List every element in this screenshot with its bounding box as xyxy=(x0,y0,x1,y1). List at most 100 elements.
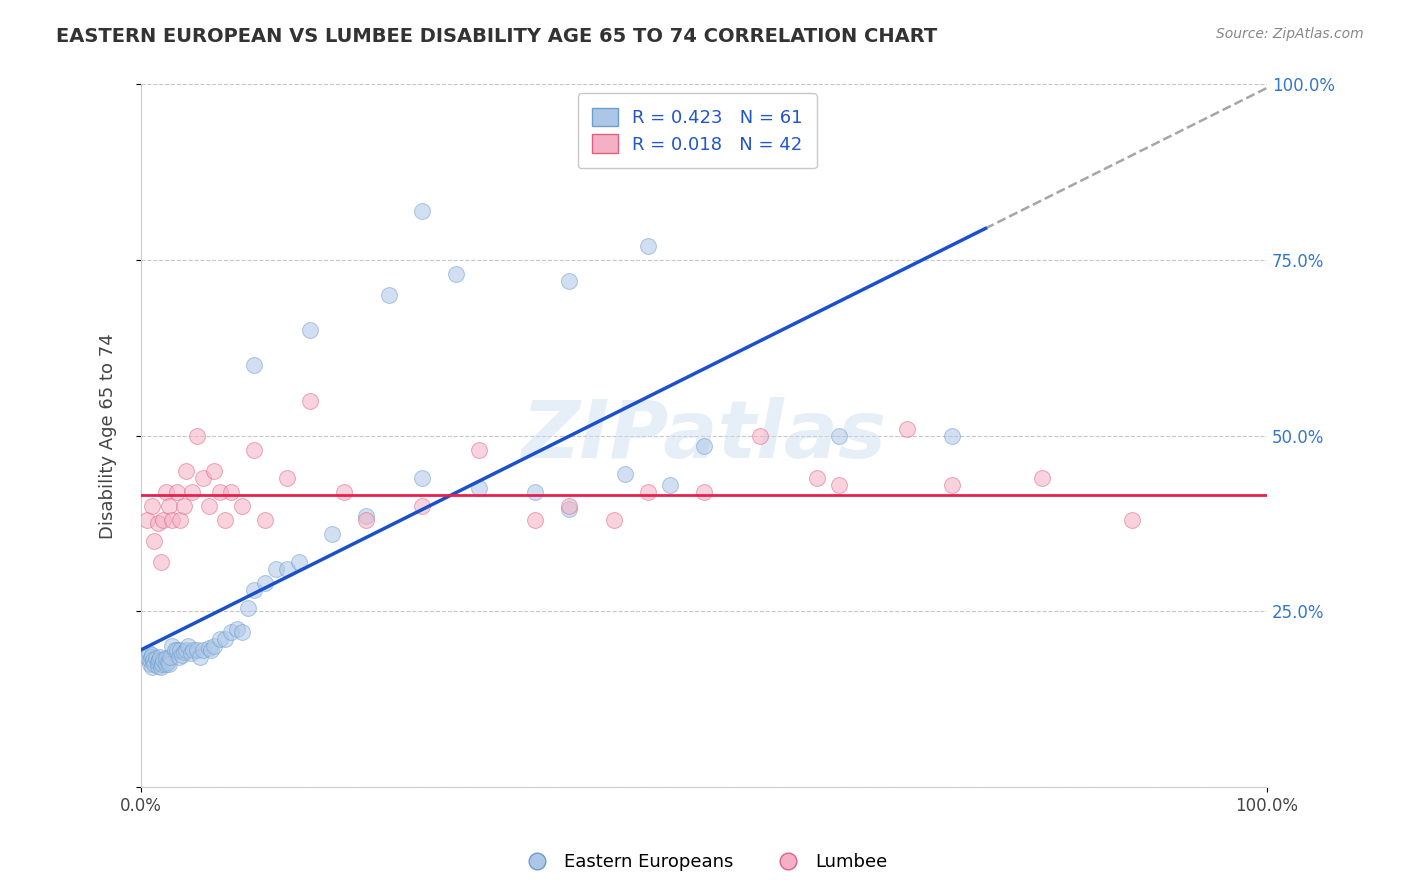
Point xyxy=(828,428,851,442)
Point xyxy=(173,645,195,659)
Point xyxy=(242,359,264,373)
Point xyxy=(155,657,177,671)
Point xyxy=(264,562,287,576)
Point xyxy=(156,655,179,669)
Point xyxy=(214,632,236,647)
Point xyxy=(411,203,433,218)
Point xyxy=(167,649,190,664)
Point xyxy=(219,625,242,640)
Point xyxy=(143,657,166,671)
Point xyxy=(174,464,197,478)
Text: Source: ZipAtlas.com: Source: ZipAtlas.com xyxy=(1216,27,1364,41)
Point xyxy=(139,649,162,664)
Point xyxy=(159,649,181,664)
Point xyxy=(142,653,165,667)
Point xyxy=(145,651,167,665)
Point xyxy=(298,323,321,337)
Point xyxy=(162,513,184,527)
Legend: Eastern Europeans, Lumbee: Eastern Europeans, Lumbee xyxy=(512,847,894,879)
Point xyxy=(332,484,354,499)
Point xyxy=(321,527,343,541)
Point xyxy=(170,648,193,662)
Point xyxy=(139,653,162,667)
Point xyxy=(603,513,626,527)
Point xyxy=(141,648,163,662)
Point xyxy=(148,653,170,667)
Point xyxy=(468,442,491,457)
Point xyxy=(173,499,195,513)
Point xyxy=(135,513,157,527)
Point xyxy=(242,442,264,457)
Point xyxy=(298,393,321,408)
Point xyxy=(155,651,177,665)
Point xyxy=(162,640,184,654)
Legend: R = 0.423   N = 61, R = 0.018   N = 42: R = 0.423 N = 61, R = 0.018 N = 42 xyxy=(578,94,817,169)
Point xyxy=(558,274,581,288)
Point xyxy=(1121,513,1143,527)
Point xyxy=(276,562,298,576)
Point xyxy=(200,643,222,657)
Point xyxy=(138,646,160,660)
Point xyxy=(354,513,377,527)
Point xyxy=(208,484,231,499)
Point xyxy=(166,484,188,499)
Point xyxy=(163,643,186,657)
Point xyxy=(208,632,231,647)
Point xyxy=(157,499,180,513)
Point xyxy=(174,643,197,657)
Point xyxy=(166,643,188,657)
Point xyxy=(276,471,298,485)
Point xyxy=(146,659,169,673)
Point xyxy=(188,649,211,664)
Point xyxy=(141,499,163,513)
Point xyxy=(231,625,253,640)
Point xyxy=(253,513,276,527)
Point xyxy=(177,640,200,654)
Point xyxy=(354,509,377,524)
Point xyxy=(146,516,169,531)
Point xyxy=(150,555,173,569)
Point xyxy=(524,484,547,499)
Point xyxy=(896,422,918,436)
Point xyxy=(143,534,166,549)
Point xyxy=(169,643,191,657)
Point xyxy=(524,513,547,527)
Point xyxy=(941,428,963,442)
Point xyxy=(558,499,581,513)
Point xyxy=(181,643,204,657)
Point xyxy=(231,499,253,513)
Point xyxy=(135,649,157,664)
Point xyxy=(659,478,682,492)
Point xyxy=(411,499,433,513)
Text: EASTERN EUROPEAN VS LUMBEE DISABILITY AGE 65 TO 74 CORRELATION CHART: EASTERN EUROPEAN VS LUMBEE DISABILITY AG… xyxy=(56,27,938,45)
Point xyxy=(186,643,208,657)
Point xyxy=(468,481,491,495)
Point xyxy=(219,484,242,499)
Point xyxy=(941,478,963,492)
Point xyxy=(253,576,276,591)
Point xyxy=(287,555,309,569)
Point xyxy=(828,478,851,492)
Point xyxy=(149,649,172,664)
Point xyxy=(139,657,162,671)
Point xyxy=(180,484,202,499)
Point xyxy=(150,657,173,671)
Point xyxy=(152,653,174,667)
Point xyxy=(191,643,214,657)
Point xyxy=(225,622,247,636)
Point xyxy=(614,467,637,482)
Point xyxy=(214,513,236,527)
Y-axis label: Disability Age 65 to 74: Disability Age 65 to 74 xyxy=(100,333,117,539)
Point xyxy=(197,499,219,513)
Point xyxy=(749,428,772,442)
Point xyxy=(558,502,581,516)
Point xyxy=(1031,471,1053,485)
Point xyxy=(169,513,191,527)
Text: ZIPatlas: ZIPatlas xyxy=(522,397,886,475)
Point xyxy=(152,513,174,527)
Point xyxy=(411,471,433,485)
Point xyxy=(242,583,264,598)
Point xyxy=(191,471,214,485)
Point xyxy=(150,660,173,674)
Point xyxy=(141,660,163,674)
